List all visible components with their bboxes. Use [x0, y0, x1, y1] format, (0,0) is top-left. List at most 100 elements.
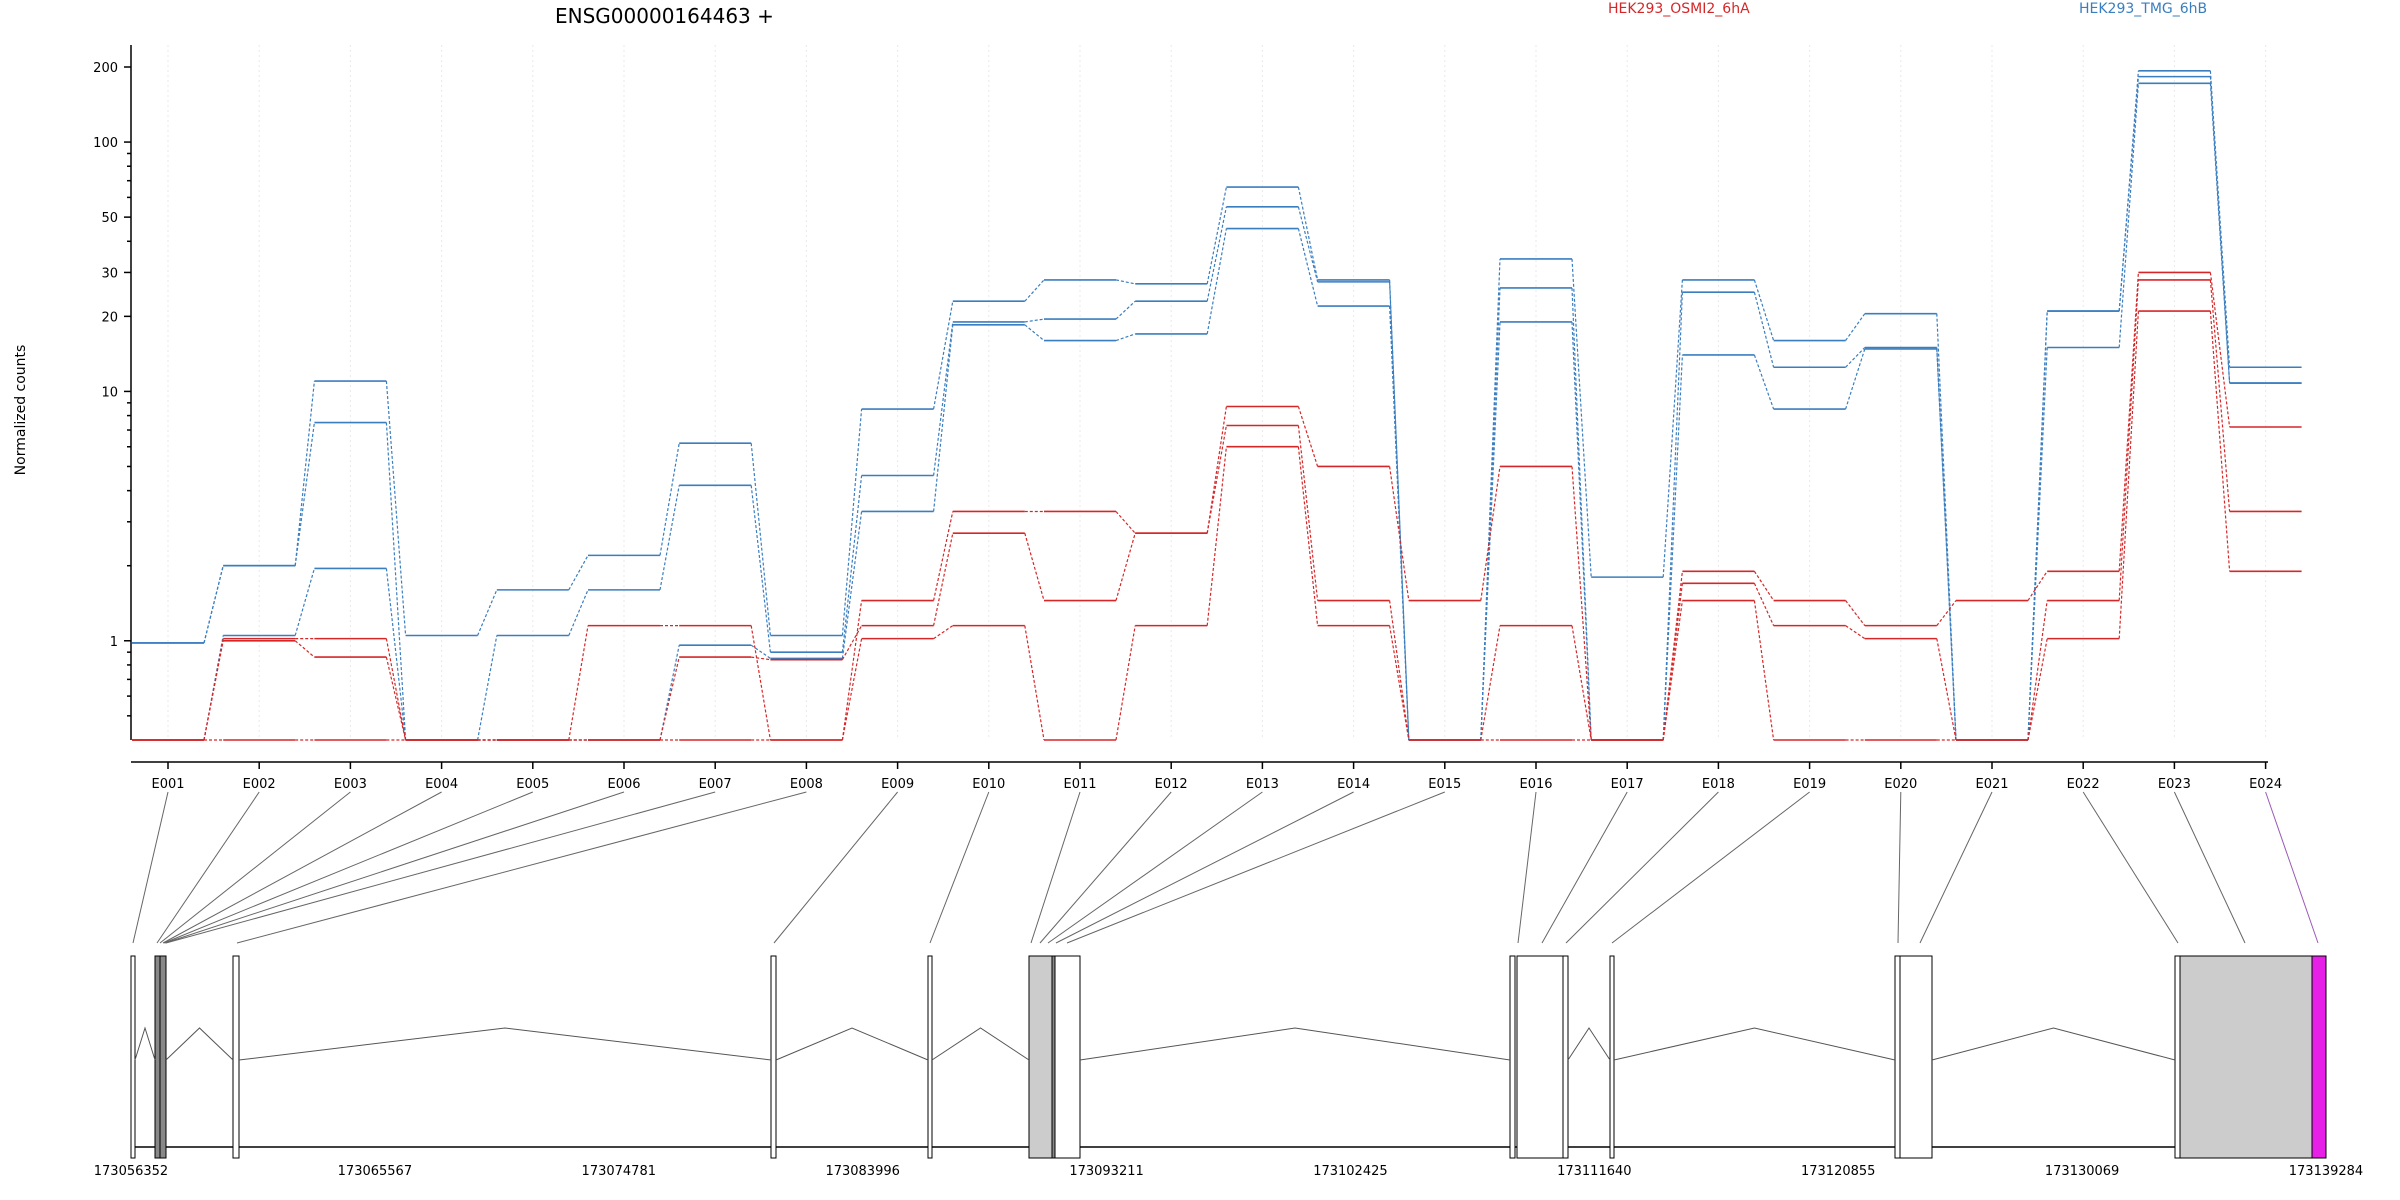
data-connector [1115, 511, 1136, 534]
exon-connector [1919, 791, 1993, 944]
x-tick-label-e022: E022 [2067, 777, 2100, 792]
x-tick-label-e010: E010 [972, 777, 1005, 792]
data-connector [1206, 425, 1227, 534]
data-connector [1297, 186, 1319, 281]
exon-box [232, 955, 240, 1159]
data-connector [1115, 333, 1136, 342]
data-connector [1115, 533, 1136, 601]
data-connector [2027, 311, 2048, 741]
data-connector [568, 625, 589, 741]
x-tick-label-e012: E012 [1155, 777, 1188, 792]
exon-connector [773, 791, 898, 944]
data-connector [659, 656, 680, 741]
exon-connector [236, 791, 807, 944]
genomic-tick-label: 173093211 [1069, 1164, 1143, 1179]
exon-connector [1039, 791, 1172, 944]
data-connector [2118, 76, 2139, 312]
x-tick-label-e006: E006 [607, 777, 640, 792]
exon-connector [1030, 791, 1081, 944]
x-tick-label-e020: E020 [1884, 777, 1917, 792]
data-connector [1389, 625, 1410, 741]
exon-connector [156, 791, 260, 944]
exon-box [1609, 955, 1615, 1159]
genomic-tick-label: 173083996 [825, 1164, 899, 1179]
exon-connector [2265, 791, 2319, 944]
data-connector [1845, 600, 1866, 627]
series-3 [132, 82, 2302, 741]
data-connector [2118, 83, 2139, 348]
genomic-ticks: 173056352 173065567 173074781 173083996 1730… [94, 1164, 2363, 1179]
series-1 [132, 70, 2302, 741]
legend-item-osmi2: HEK293_OSMI2_6hA [1608, 1, 1750, 17]
data-connector [1024, 318, 1045, 323]
intron-line [1567, 1027, 1611, 1061]
genomic-tick-label: 173139284 [2289, 1164, 2363, 1179]
data-connector [1206, 228, 1227, 335]
data-connector [1662, 354, 1683, 741]
x-tick-label-e003: E003 [334, 777, 367, 792]
axis-layer [130, 45, 2268, 763]
chart-title: ENSG00000164463 + [555, 4, 774, 28]
series-6 [132, 310, 2302, 741]
data-connector [1389, 279, 1410, 741]
data-connector [933, 301, 954, 410]
data-connector [1571, 466, 1592, 741]
genomic-tick-label: 173120855 [1801, 1164, 1875, 1179]
data-connector [1662, 583, 1683, 741]
x-tick-label-e005: E005 [516, 777, 549, 792]
intron-line [1931, 1027, 2176, 1061]
exon-box [927, 955, 933, 1159]
data-connector [1024, 279, 1045, 302]
exon-connector [1047, 791, 1263, 944]
data-connector [841, 638, 863, 741]
x-tick-label-e023: E023 [2158, 777, 2191, 792]
data-connector [568, 589, 589, 636]
data-connector [1297, 206, 1319, 283]
data-connector [1753, 583, 1775, 626]
data-connector [203, 565, 224, 644]
data-connector [2209, 279, 2231, 512]
genomic-tick-label: 173074781 [582, 1164, 656, 1179]
x-ticks: E001 E002 E003 E004 E005 E006 E007 E008 E009 E010… [151, 762, 2282, 792]
genomic-tick-label: 173130069 [2045, 1164, 2119, 1179]
genomic-tick-label: 173111640 [1557, 1164, 1631, 1179]
data-connector [568, 555, 589, 591]
data-connector [751, 656, 771, 661]
data-connector [1389, 600, 1410, 741]
intron-line [1613, 1027, 1896, 1061]
data-connector [294, 568, 315, 636]
data-connector [1297, 406, 1319, 467]
series-5 [132, 279, 2302, 741]
data-connector [2027, 347, 2048, 741]
exon-connector [1541, 791, 1628, 944]
x-tick-label-e009: E009 [881, 777, 914, 792]
data-connector [294, 422, 315, 566]
data-connector [659, 443, 680, 556]
data-connector [1297, 446, 1319, 626]
exon-connector [159, 791, 351, 944]
data-connector [1662, 571, 1683, 741]
intron-line [165, 1027, 234, 1061]
data-connector [2209, 83, 2231, 384]
data-connector [1389, 466, 1410, 601]
data-connector [1115, 625, 1136, 741]
data-connector [385, 656, 407, 741]
exon-connector [1897, 791, 1902, 944]
y-tick-label: 50 [101, 211, 118, 226]
data-connector [1753, 354, 1775, 410]
y-tick-label: 10 [101, 385, 118, 400]
data-connector [1936, 600, 1957, 627]
intron-line [775, 1027, 929, 1061]
exon-connector [162, 791, 442, 944]
exon-connector [1066, 791, 1445, 944]
intron-line [931, 1027, 1030, 1061]
data-connector [1845, 347, 1866, 368]
exon-box [1562, 955, 1569, 1159]
data-connector [2027, 311, 2048, 741]
data-connector [933, 324, 954, 512]
exon-box [130, 955, 136, 1159]
exon-connector [165, 791, 716, 944]
data-connector [750, 485, 771, 653]
data-connector [750, 644, 771, 659]
